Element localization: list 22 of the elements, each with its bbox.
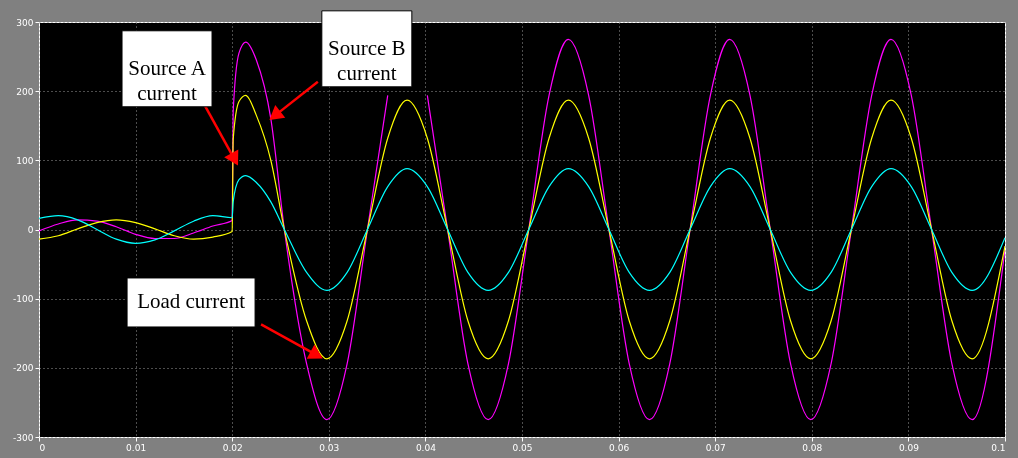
x-tick-label: 0.02: [222, 442, 243, 453]
x-tick-label: 0.1: [991, 442, 1006, 453]
x-tick-label: 0.09: [898, 442, 920, 453]
y-tick-label: -300: [13, 432, 34, 443]
y-tick-label: 200: [16, 86, 34, 97]
x-tick-label: 0.01: [126, 442, 147, 453]
annotation: Source A current: [128, 55, 207, 105]
x-tick-label: 0.04: [415, 442, 437, 453]
y-tick-label: 100: [16, 155, 34, 166]
annotation: Source B current: [328, 35, 406, 85]
line-series: [39, 168, 1005, 291]
y-tick-label: -100: [13, 294, 34, 305]
y-tick-label: -200: [13, 363, 34, 374]
annotation: Load current: [137, 289, 246, 314]
x-tick-label: 0.08: [802, 442, 823, 453]
y-tick-label: 0: [27, 225, 34, 235]
x-tick-label: 0: [39, 442, 46, 453]
x-tick-label: 0.07: [705, 442, 726, 453]
x-tick-label: 0.03: [319, 442, 340, 453]
x-tick-label: 0.05: [512, 442, 533, 453]
y-tick-label: 300: [16, 17, 34, 28]
x-tick-label: 0.06: [609, 442, 630, 453]
